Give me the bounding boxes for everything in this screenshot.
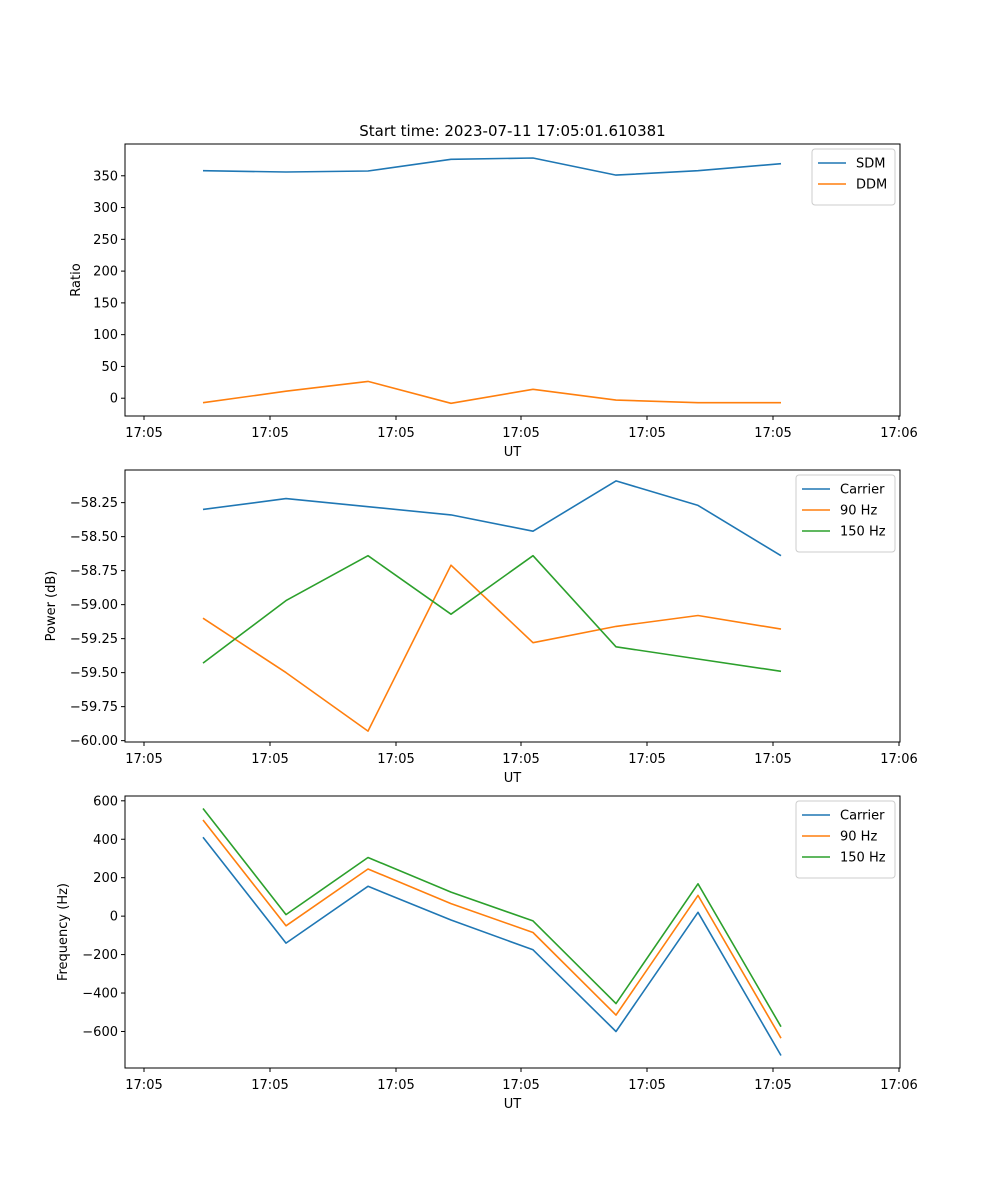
- x-tick-label: 17:05: [125, 1078, 162, 1093]
- y-tick-label: 600: [93, 794, 118, 809]
- y-tick-label: −58.50: [70, 530, 118, 545]
- y-tick-label: 50: [101, 360, 118, 375]
- subplot-2: −60.00 −59.75 −59.50 −59.25 −59.00 −58.75 −58.…: [44, 469, 918, 786]
- y-tick-label: −600: [82, 1025, 118, 1040]
- legend-label: SDM: [856, 157, 885, 172]
- legend-box: [795, 474, 896, 553]
- x-tick-label: 17:05: [754, 752, 791, 767]
- x-tick-label: 17:05: [628, 1078, 665, 1093]
- y-tick-label: 100: [93, 328, 118, 343]
- y-axis-label: Frequency (Hz): [56, 883, 71, 981]
- y-tick-label: −200: [82, 948, 118, 963]
- series-line-90-hz: [202, 564, 782, 732]
- y-tick-label: −58.25: [70, 496, 118, 511]
- y-tick-label: 150: [93, 296, 118, 311]
- legend-label: 150 Hz: [840, 525, 886, 540]
- legend: SDM DDM: [811, 148, 896, 206]
- x-tick-label: 17:05: [754, 426, 791, 441]
- y-tick-label: −59.75: [70, 700, 118, 715]
- x-tick-label: 17:05: [251, 1078, 288, 1093]
- figure-title: Start time: 2023-07-11 17:05:01.610381: [359, 122, 665, 140]
- series-line-90-hz: [202, 819, 782, 1039]
- series-line-sdm: [202, 157, 782, 176]
- y-tick-label: 350: [93, 169, 118, 184]
- y-tick-label: 200: [93, 871, 118, 886]
- x-tick-label: 17:05: [377, 1078, 414, 1093]
- x-tick-label: 17:05: [502, 1078, 539, 1093]
- axes-frame: [124, 143, 901, 417]
- subplot-3: −600 −400 −200 0 200 400 600 17:05 17:05 17:05 17:…: [56, 794, 918, 1112]
- y-tick-label: 250: [93, 233, 118, 248]
- y-tick-label: 400: [93, 833, 118, 848]
- series-line-150-hz: [202, 808, 782, 1028]
- legend: Carrier 90 Hz 150 Hz: [795, 800, 896, 879]
- y-axis-label: Ratio: [69, 263, 84, 296]
- x-tick-label: 17:05: [251, 752, 288, 767]
- legend-label: 90 Hz: [840, 830, 877, 845]
- x-axis-label: UT: [504, 445, 522, 460]
- x-tick-label: 17:05: [125, 426, 162, 441]
- y-tick-label: −58.75: [70, 564, 118, 579]
- x-axis-label: UT: [504, 1097, 522, 1112]
- series-line-ddm: [202, 380, 781, 405]
- y-tick-label: −60.00: [70, 734, 118, 749]
- legend-label: 150 Hz: [840, 851, 886, 866]
- axes-frame: [124, 795, 901, 1069]
- y-tick-label: −59.00: [70, 598, 118, 613]
- y-tick-label: 0: [110, 910, 118, 925]
- legend-label: Carrier: [840, 809, 885, 824]
- series-line-carrier: [202, 480, 782, 557]
- x-tick-label: 17:05: [125, 752, 162, 767]
- x-tick-label: 17:05: [377, 752, 414, 767]
- series-line-150-hz: [202, 554, 782, 673]
- x-tick-label: 17:05: [251, 426, 288, 441]
- legend: Carrier 90 Hz 150 Hz: [795, 474, 896, 553]
- x-tick-label: 17:05: [502, 752, 539, 767]
- x-tick-label: 17:06: [880, 1078, 917, 1093]
- subplots: 0 50 100 150 200 250 300 350 17:05 17:05 17:05 17:0…: [44, 143, 918, 1112]
- x-tick-label: 17:05: [754, 1078, 791, 1093]
- subplot-1: 0 50 100 150 200 250 300 350 17:05 17:05 17:05 17:0…: [69, 143, 918, 460]
- y-tick-label: 0: [110, 392, 118, 407]
- axes-frame: [124, 469, 901, 743]
- y-tick-label: −400: [82, 987, 118, 1002]
- x-tick-label: 17:05: [502, 426, 539, 441]
- x-tick-label: 17:06: [880, 752, 917, 767]
- y-tick-label: 300: [93, 201, 118, 216]
- y-tick-label: −59.25: [70, 632, 118, 647]
- legend-box: [795, 800, 896, 879]
- x-tick-label: 17:05: [628, 752, 665, 767]
- series-line-carrier: [202, 836, 782, 1056]
- x-tick-label: 17:06: [880, 426, 917, 441]
- x-tick-label: 17:05: [377, 426, 414, 441]
- legend-label: Carrier: [840, 483, 885, 498]
- x-tick-label: 17:05: [628, 426, 665, 441]
- y-tick-label: 200: [93, 265, 118, 280]
- x-axis-label: UT: [504, 771, 522, 786]
- y-axis-label: Power (dB): [44, 571, 59, 642]
- y-tick-label: −59.50: [70, 666, 118, 681]
- legend-label: DDM: [856, 178, 887, 193]
- legend-label: 90 Hz: [840, 504, 877, 519]
